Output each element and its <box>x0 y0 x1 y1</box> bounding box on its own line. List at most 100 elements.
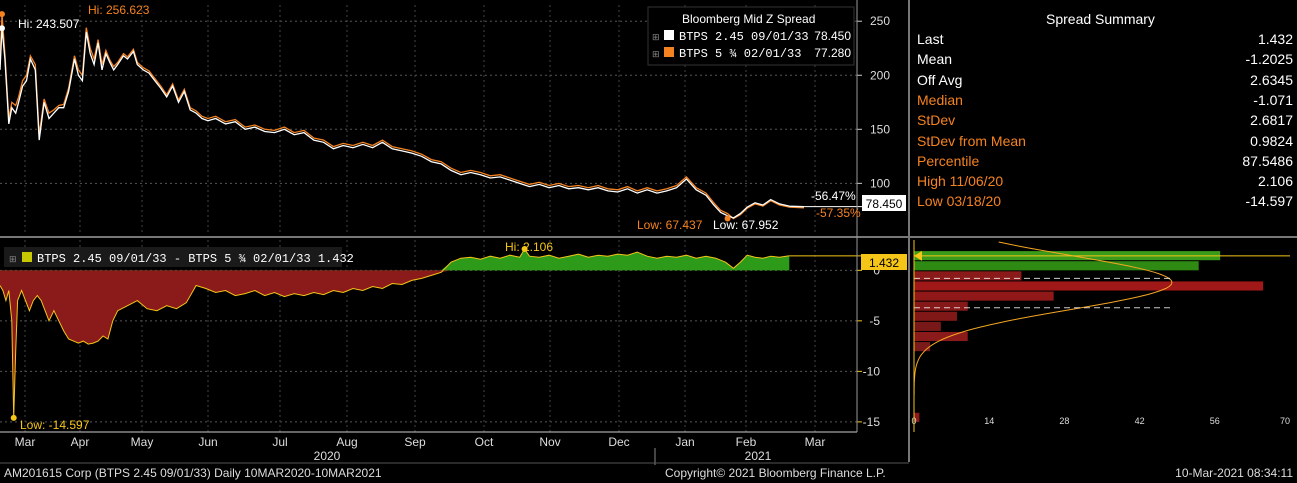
footer-security-info: AM201615 Corp (BTPS 2.45 09/01/33) Daily… <box>4 466 382 480</box>
x-tick-label: Sep <box>404 435 426 449</box>
summary-row: StDev 2.6817 <box>917 112 1293 132</box>
histogram-bar <box>914 412 920 422</box>
summary-row: Median -1.071 <box>917 92 1293 112</box>
top-legend-box <box>647 6 855 66</box>
histogram-x-tick-label: 70 <box>1280 416 1290 426</box>
summary-value: 1.432 <box>1257 31 1293 47</box>
summary-row: Off Avg 2.6345 <box>917 72 1293 92</box>
legend-entry-2-value: 77.280 <box>814 46 851 60</box>
histogram-bar <box>914 331 968 342</box>
x-tick-label: Aug <box>336 435 357 449</box>
summary-label: Percentile <box>917 152 980 169</box>
price-lines <box>0 14 862 220</box>
low-label: Low: -14.597 <box>20 418 90 432</box>
summary-label: Mean <box>917 51 953 68</box>
last-value-badge-text: 1.432 <box>869 256 899 270</box>
last-value-badge <box>862 195 906 211</box>
hi-label: Hi: 2.106 <box>505 240 553 254</box>
hi-marker <box>0 11 5 18</box>
summary-title: Spread Summary <box>1046 11 1155 27</box>
x-tick-label: Nov <box>539 435 560 449</box>
x-tick-label: Jan <box>675 435 694 449</box>
legend-entry-1-value: 78.450 <box>814 29 851 43</box>
summary-value: 2.6345 <box>1250 71 1293 88</box>
summary-value: 0.9824 <box>1250 132 1293 149</box>
summary-label: Median <box>917 91 963 108</box>
y-tick-label: 150 <box>870 122 890 136</box>
x-tick-label: Mar <box>15 435 36 449</box>
y-tick-label: -10 <box>863 364 881 378</box>
footer-copyright: Copyright© 2021 Bloomberg Finance L.P. <box>665 466 886 480</box>
y-tick-label: 200 <box>870 68 890 82</box>
x-tick-label: Oct <box>475 435 494 449</box>
histogram-bar <box>914 281 1264 291</box>
histogram: 01428425670 <box>911 240 1290 432</box>
histogram-x-tick-label: 28 <box>1059 416 1069 426</box>
histogram-bar <box>914 271 1022 281</box>
x-tick-label: Jul <box>272 435 287 449</box>
y-tick-label: -15 <box>863 415 881 429</box>
spread-area <box>0 248 862 418</box>
summary-label: StDev from Mean <box>917 132 1026 149</box>
top-chart-y-axis: 100 150 200 250 <box>857 14 890 190</box>
hi-label-orange: Hi: 256.623 <box>88 3 150 17</box>
low-label-orange: Low: 67.437 <box>637 218 703 232</box>
bottom-chart-y-axis: 0 -5 -10 -15 <box>857 263 880 429</box>
x-tick-label: May <box>131 435 154 449</box>
hi-marker <box>0 25 5 32</box>
summary-label: High 11/06/20 <box>917 173 1004 190</box>
legend-expand-icon[interactable]: ⊞ <box>652 32 660 42</box>
x-tick-label: Dec <box>608 435 629 449</box>
summary-label: Off Avg <box>917 71 963 88</box>
histogram-bar <box>914 321 941 331</box>
bottom-legend-box <box>4 247 342 267</box>
y-tick-label: 100 <box>870 176 890 190</box>
x-tick-label: Apr <box>71 435 90 449</box>
summary-value: 2.106 <box>1257 173 1293 190</box>
summary-value: 87.5486 <box>1242 152 1293 169</box>
legend-entry-1: BTPS 2.45 09/01/33 <box>679 30 809 44</box>
summary-value: 2.6817 <box>1250 112 1293 129</box>
pct-label-orange: -57.35% <box>816 206 861 220</box>
last-value-arrow-icon <box>914 250 922 261</box>
low-marker <box>724 215 731 222</box>
x-tick-label: Jun <box>198 435 217 449</box>
summary-label: Last <box>917 31 944 47</box>
histogram-x-tick-label: 56 <box>1210 416 1220 426</box>
spread-line <box>0 248 790 418</box>
x-axis: Mar Apr May Jun Jul Aug Sep Oct Nov Dec Jan Feb Mar 2… <box>0 431 857 465</box>
hi-marker <box>521 246 528 253</box>
footer-timestamp: 10-Mar-2021 08:34:11 <box>1175 466 1293 480</box>
last-value-badge <box>861 254 907 270</box>
x-year-label: 2021 <box>745 449 772 463</box>
summary-label: StDev <box>917 112 956 129</box>
legend-swatch-white <box>664 30 674 40</box>
summary-row: Low 03/18/20 -14.597 <box>917 193 1293 213</box>
y-tick-label: 0 <box>873 263 880 277</box>
y-tick-label: -5 <box>869 314 880 328</box>
top-chart-title: Bloomberg Mid Z Spread <box>682 12 815 26</box>
histogram-bar <box>914 291 1054 301</box>
histogram-bar <box>914 311 957 321</box>
panel-frames <box>0 0 1297 464</box>
summary-value: -14.597 <box>1245 193 1293 210</box>
histogram-bar <box>914 342 931 352</box>
histogram-bar <box>914 301 968 311</box>
legend-expand-icon[interactable]: ⊞ <box>652 49 660 59</box>
summary-value: -1.2025 <box>1245 51 1293 68</box>
summary-label: Low 03/18/20 <box>917 193 1002 210</box>
series-line <box>0 14 805 220</box>
legend-swatch-orange <box>664 47 674 57</box>
histogram-x-tick-label: 42 <box>1135 416 1145 426</box>
histogram-bar <box>914 261 1199 271</box>
bottom-legend-expand-icon[interactable]: ⊞ <box>9 254 17 264</box>
summary-row: Mean -1.2025 <box>917 51 1293 71</box>
negative-area <box>0 270 790 418</box>
positive-area <box>0 249 790 271</box>
last-value-badge-text: 78.450 <box>866 197 903 211</box>
summary-row: Percentile 87.5486 <box>917 153 1293 173</box>
low-marker <box>10 414 17 421</box>
y-tick-label: 250 <box>870 14 890 28</box>
legend-entry-2: BTPS 5 ¾ 02/01/33 <box>679 47 801 61</box>
hi-label-white: Hi: 243.507 <box>18 17 80 31</box>
